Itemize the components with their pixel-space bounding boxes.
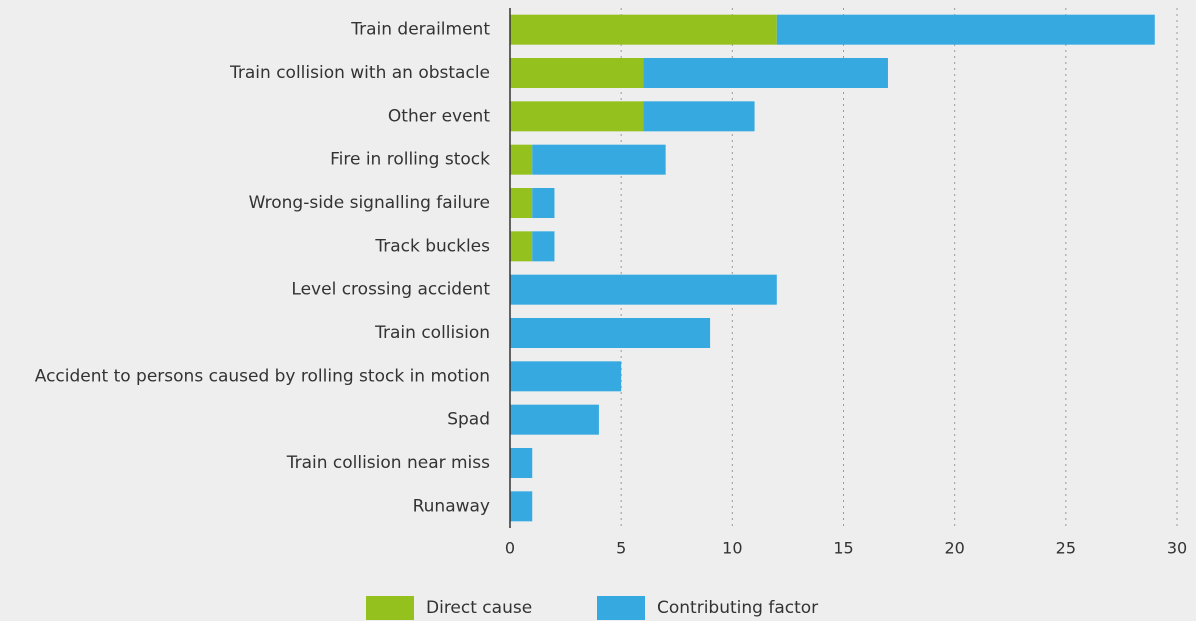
legend-swatch <box>366 596 414 620</box>
x-tick-label: 25 <box>1056 539 1076 558</box>
category-label: Runaway <box>413 496 490 516</box>
bar-segment <box>510 101 644 132</box>
x-tick-label: 10 <box>722 539 742 558</box>
bar-segment <box>510 144 533 175</box>
bar-segment <box>510 14 777 45</box>
bar-segment <box>510 231 533 262</box>
bar-segment <box>643 101 755 132</box>
bar-segment <box>776 14 1155 45</box>
x-tick-label: 15 <box>833 539 853 558</box>
x-tick-label: 5 <box>616 539 626 558</box>
category-label: Train collision with an obstacle <box>229 63 490 83</box>
bar-segment <box>510 318 711 348</box>
category-label: Spad <box>447 410 490 430</box>
category-label: Train collision near miss <box>286 453 490 473</box>
bar-segment <box>510 58 644 88</box>
legend-label: Contributing factor <box>657 598 818 618</box>
bar-segment <box>510 274 777 305</box>
x-tick-label: 20 <box>944 539 964 558</box>
legend-label: Direct cause <box>426 598 532 618</box>
bar-segment <box>532 144 666 175</box>
category-label: Train derailment <box>350 20 490 40</box>
category-label: Accident to persons caused by rolling st… <box>35 366 490 386</box>
category-label: Other event <box>388 106 490 126</box>
bar-segment <box>510 491 533 522</box>
bar-segment <box>510 361 622 392</box>
bar-segment <box>510 448 533 478</box>
bar-segment <box>643 58 888 88</box>
legend-swatch <box>597 596 645 620</box>
category-label: Level crossing accident <box>291 280 490 300</box>
category-label: Track buckles <box>374 236 490 256</box>
category-label: Fire in rolling stock <box>330 150 490 170</box>
x-tick-label: 0 <box>505 539 515 558</box>
category-label: Train collision <box>374 323 490 343</box>
category-label: Wrong-side signalling failure <box>249 193 490 213</box>
x-tick-label: 30 <box>1167 539 1187 558</box>
bar-segment <box>510 188 533 218</box>
bar-segment <box>510 404 599 435</box>
bar-segment <box>532 188 555 218</box>
bar-segment <box>532 231 555 262</box>
